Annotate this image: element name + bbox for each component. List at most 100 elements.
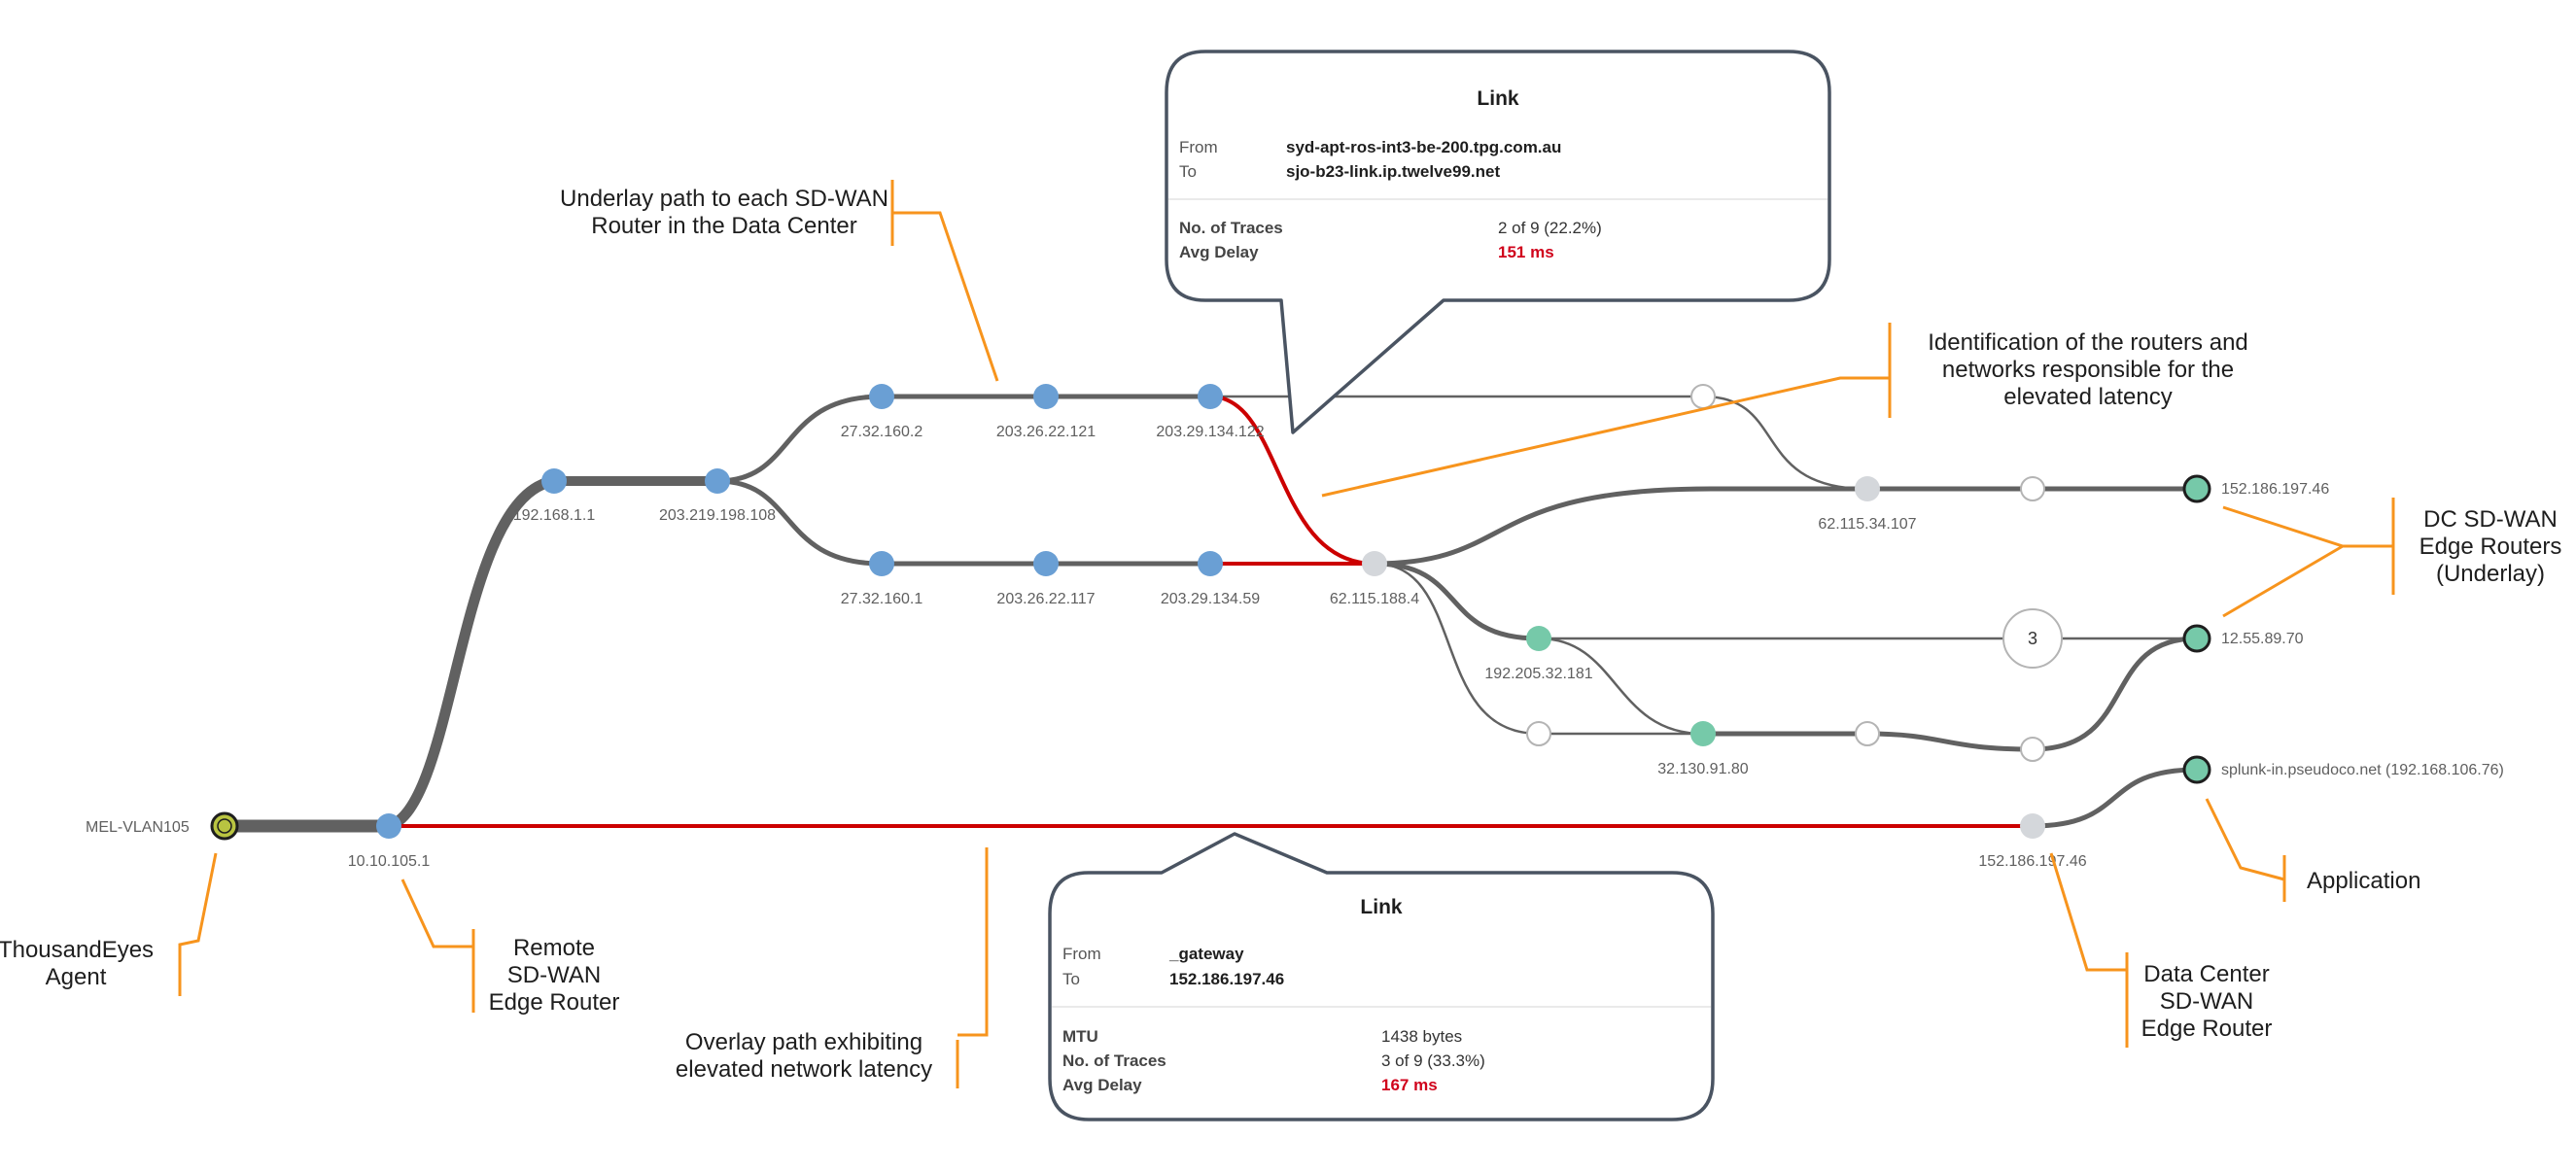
annotation-dc-line1: DC SD-WAN: [2423, 506, 2558, 533]
dc-edge-node-d1[interactable]: [2182, 474, 2211, 503]
tooltip-top-traces-value: 2 of 9 (22.2%): [1498, 219, 1602, 237]
annotation-dcr-line1: Data Center: [2143, 961, 2269, 987]
callout-dc-edge: [2222, 498, 2395, 618]
node-labels: MEL-VLAN105 10.10.105.1 192.168.1.1 203.…: [86, 424, 2504, 870]
node-label-r1: 10.10.105.1: [348, 853, 431, 870]
annotation-ident-line1: Identification of the routers and: [1928, 329, 2248, 356]
unknown-node-before-d2[interactable]: [2020, 737, 2045, 762]
callout-application: [2205, 798, 2286, 902]
tooltip-top-from-label: From: [1179, 138, 1218, 156]
link-tooltip-top: Link From syd-apt-ros-int3-be-200.tpg.co…: [1165, 50, 1831, 434]
unknown-node-lower[interactable]: [1526, 721, 1551, 746]
node-label-t1: 192.205.32.181: [1484, 666, 1592, 682]
router-node-t2[interactable]: [1690, 721, 1716, 746]
link-g1-app[interactable]: [2030, 767, 2200, 829]
annotation-ident-line3: elevated latency: [2003, 384, 2172, 410]
annotation-dc-line2: Edge Routers: [2419, 534, 2562, 560]
tooltip-top-box: [1165, 50, 1831, 434]
gateway-node-g1[interactable]: [2020, 813, 2045, 839]
callout-agent: [178, 852, 218, 996]
tooltip-top-title: Link: [1477, 87, 1518, 110]
tooltip-top-from-value: syd-apt-ros-int3-be-200.tpg.com.au: [1286, 138, 1561, 156]
node-label-r2: 192.168.1.1: [513, 507, 596, 524]
node-label-d2: 12.55.89.70: [2221, 631, 2304, 647]
node-label-m2: 62.115.34.107: [1818, 516, 1916, 533]
router-node-r1[interactable]: [376, 813, 401, 839]
router-node-m1[interactable]: [1362, 551, 1387, 576]
tooltip-bottom-from-label: From: [1062, 945, 1101, 963]
router-node-b3[interactable]: [1198, 551, 1223, 576]
link-m1-w3[interactable]: [1373, 562, 1541, 736]
link-r1-r2[interactable]: [383, 475, 560, 832]
node-label-b1: 27.32.160.1: [841, 591, 923, 607]
agent-label: MEL-VLAN105: [86, 819, 190, 836]
callout-identification: [1321, 323, 1892, 498]
link-w6-d2[interactable]: [2030, 636, 2200, 752]
annotation-texts: Underlay path to each SD-WAN Router in t…: [0, 186, 2561, 1083]
tooltip-bottom-title: Link: [1360, 896, 1402, 918]
callout-underlay: [890, 180, 999, 382]
annotation-te-line2: Agent: [46, 964, 107, 990]
link-r3-a1[interactable]: [714, 394, 885, 484]
callout-dc-router: [2049, 852, 2129, 1048]
callout-remote: [400, 879, 475, 1013]
application-node[interactable]: [2182, 755, 2211, 784]
router-node-a3[interactable]: [1198, 384, 1223, 409]
tooltip-top-delay-label: Avg Delay: [1179, 243, 1259, 261]
dc-edge-node-d2[interactable]: [2182, 624, 2211, 653]
annotation-dc-line3: (Underlay): [2436, 561, 2545, 587]
tooltip-bottom-from-value: _gateway: [1168, 945, 1244, 963]
tooltip-bottom-delay-value: 167 ms: [1381, 1076, 1438, 1094]
node-label-a1: 27.32.160.2: [841, 424, 923, 440]
router-node-a2[interactable]: [1033, 384, 1059, 409]
annotation-underlay-line2: Router in the Data Center: [591, 213, 856, 239]
tooltip-bottom-box: [1048, 832, 1715, 1121]
tooltip-bottom-traces-value: 3 of 9 (33.3%): [1381, 1051, 1485, 1070]
tooltip-top-delay-value: 151 ms: [1498, 243, 1554, 261]
tooltip-top-traces-label: No. of Traces: [1179, 219, 1283, 237]
node-label-t2: 32.130.91.80: [1657, 761, 1749, 777]
router-node-r2[interactable]: [541, 468, 567, 494]
tooltip-bottom-mtu-value: 1438 bytes: [1381, 1027, 1462, 1046]
node-label-app: splunk-in.pseudoco.net (192.168.106.76): [2221, 762, 2504, 778]
router-node-b1[interactable]: [869, 551, 894, 576]
link-m1-t1[interactable]: [1372, 561, 1542, 641]
router-node-r3[interactable]: [705, 468, 730, 494]
annotation-remote-line2: SD-WAN: [507, 962, 601, 988]
agent-node-inner: [217, 818, 232, 834]
unknown-node-t2-next[interactable]: [1855, 721, 1880, 746]
unknown-node-upper[interactable]: [1690, 384, 1716, 409]
annotation-callouts: [178, 180, 2395, 1088]
node-label-m1: 62.115.188.4: [1330, 591, 1419, 607]
link-m1-m2[interactable]: [1372, 486, 1870, 567]
hop-count-label: 3: [2028, 629, 2037, 648]
node-label-g1: 152.186.197.46: [1978, 853, 2086, 870]
tooltip-top-to-label: To: [1179, 162, 1197, 181]
latency-link-a3-m1[interactable]: [1208, 395, 1376, 566]
annotation-underlay-line1: Underlay path to each SD-WAN: [560, 186, 888, 212]
tooltip-bottom-traces-label: No. of Traces: [1062, 1051, 1166, 1070]
node-label-d1: 152.186.197.46: [2221, 481, 2329, 498]
link-upper-to-m2[interactable]: [1701, 395, 1869, 491]
router-node-m2[interactable]: [1855, 476, 1880, 501]
node-label-a3: 203.29.134.122: [1156, 424, 1264, 440]
tooltip-bottom-delay-label: Avg Delay: [1062, 1076, 1142, 1094]
router-node-b2[interactable]: [1033, 551, 1059, 576]
annotation-overlay-line2: elevated network latency: [676, 1056, 932, 1083]
tooltip-bottom-to-label: To: [1062, 970, 1080, 988]
callout-overlay: [956, 847, 989, 1088]
router-node-a1[interactable]: [869, 384, 894, 409]
annotation-dcr-line2: SD-WAN: [2160, 988, 2253, 1015]
tooltip-top-to-value: sjo-b23-link.ip.twelve99.net: [1286, 162, 1500, 181]
link-r3-b1[interactable]: [714, 478, 885, 567]
node-label-b2: 203.26.22.117: [996, 591, 1095, 607]
annotation-ident-line2: networks responsible for the: [1942, 357, 2234, 383]
tooltip-bottom-mtu-label: MTU: [1062, 1027, 1098, 1046]
link-t1-t2[interactable]: [1537, 637, 1705, 736]
link-w5-w6[interactable]: [1864, 731, 2036, 752]
router-node-t1[interactable]: [1526, 626, 1551, 651]
hop-count-node[interactable]: [2002, 608, 2063, 669]
annotation-dcr-line3: Edge Router: [2141, 1016, 2273, 1042]
unknown-node-m2-d1[interactable]: [2020, 476, 2045, 501]
